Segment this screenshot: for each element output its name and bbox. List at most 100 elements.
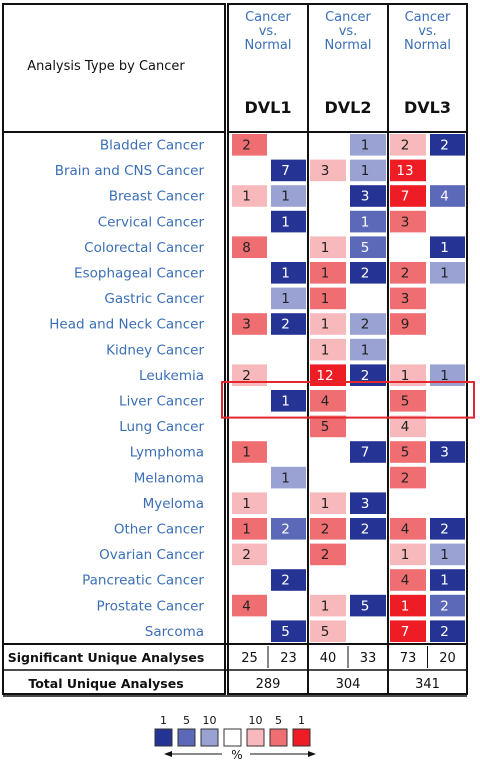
gene-label: DVL2	[325, 98, 372, 117]
cell-value-label: 1	[440, 368, 449, 384]
gene-label: DVL1	[245, 98, 292, 117]
heatmap-cell	[310, 390, 346, 412]
cell-value-label: 1	[242, 189, 251, 205]
heatmap-cell	[430, 287, 465, 310]
heatmap-cell	[310, 338, 346, 361]
heatmap-cell	[310, 543, 346, 566]
row-label: Pancreatic Cancer	[82, 573, 204, 589]
heatmap-cell	[390, 159, 426, 182]
heatmap-cell	[232, 364, 267, 386]
row-label: Other Cancer	[114, 522, 205, 538]
cell-value-label: 1	[242, 445, 251, 461]
comparison-label: Normal	[324, 38, 371, 53]
row-label: Ovarian Cancer	[99, 547, 204, 563]
heatmap-cell	[310, 620, 346, 642]
heatmap-cell	[430, 364, 465, 386]
heatmap-cell	[232, 543, 267, 566]
row-label: Liver Cancer	[119, 394, 204, 410]
heatmap-cell	[271, 134, 306, 156]
cell-value-label: 2	[440, 138, 449, 154]
legend-arrowhead-right	[308, 751, 316, 757]
cell-value-label: 2	[440, 522, 449, 538]
heatmap-cell	[310, 415, 346, 438]
cell-value-label: 4	[440, 189, 449, 205]
heatmap-cell	[232, 134, 267, 156]
heatmap-cell	[232, 492, 267, 514]
cell-value-label: 1	[242, 496, 251, 512]
heatmap-cell	[271, 159, 306, 182]
cell-value-label: 1	[401, 547, 410, 563]
legend-swatch	[246, 728, 265, 747]
cell-value-label: 7	[401, 189, 410, 205]
cell-value-label: 2	[361, 522, 370, 538]
heatmap-cell	[271, 594, 306, 617]
heatmap-cell	[390, 313, 426, 335]
heatmap-cell	[232, 390, 267, 412]
heatmap-cell	[390, 594, 426, 617]
heatmap-cell	[430, 390, 465, 412]
row-label: Cervical Cancer	[98, 214, 205, 230]
cell-value-label: 1	[440, 240, 449, 256]
cell-value-label: 2	[281, 573, 290, 589]
legend-tick-label: 10	[249, 714, 263, 727]
heatmap-cell	[232, 262, 267, 284]
comparison-label: Cancer	[325, 10, 371, 25]
heatmap-cell	[390, 364, 426, 386]
heatmap-cell	[310, 185, 346, 207]
cell-value-label: 1	[401, 368, 410, 384]
heatmap-cell	[390, 185, 426, 207]
cell-value-label: 12	[316, 368, 333, 384]
cell-value-label: 2	[321, 522, 330, 538]
heatmap-cell	[390, 620, 426, 642]
summary-label: Significant Unique Analyses	[8, 650, 205, 665]
heatmap-cell	[430, 466, 465, 489]
heatmap-cell	[271, 364, 306, 386]
cell-value-label: 1	[281, 470, 290, 486]
row-label: Brain and CNS Cancer	[55, 163, 205, 179]
heatmap-cell	[350, 518, 386, 540]
cell-value-label: 1	[321, 291, 330, 307]
cell-value-label: 9	[401, 317, 410, 333]
heatmap-cell	[430, 262, 465, 284]
cell-value-label: 1	[361, 163, 370, 179]
row-label: Esophageal Cancer	[74, 266, 204, 282]
heatmap-cell	[350, 134, 386, 156]
heatmap-cell	[271, 441, 306, 463]
cell-value-label: 1	[440, 266, 449, 282]
comparison-label: Cancer	[405, 10, 451, 25]
heatmap-cell	[390, 441, 426, 463]
summary-value: 341	[415, 677, 440, 692]
heatmap-cell	[350, 492, 386, 514]
heatmap-cell	[390, 236, 426, 258]
heatmap-cell	[310, 518, 346, 540]
heatmap-cell	[232, 594, 267, 617]
heatmap-cell	[310, 364, 346, 386]
heatmap-cell	[271, 287, 306, 310]
cell-value-label: 7	[281, 163, 290, 179]
legend-swatch	[292, 728, 311, 747]
heatmap-cell	[430, 492, 465, 514]
heatmap-cell	[350, 415, 386, 438]
heatmap-cell	[350, 236, 386, 258]
cell-value-label: 1	[440, 547, 449, 563]
cell-value-label: 1	[321, 342, 330, 358]
heatmap-cell	[430, 518, 465, 540]
heatmap-cell	[310, 492, 346, 514]
cell-value-label: 2	[361, 266, 370, 282]
heatmap-cell	[271, 262, 306, 284]
cell-value-label: 5	[281, 624, 290, 640]
heatmap-cell	[232, 185, 267, 207]
heatmap-cell	[430, 134, 465, 156]
heatmap-cell	[390, 262, 426, 284]
heatmap-cell	[430, 620, 465, 642]
heatmap-cell	[430, 185, 465, 207]
heatmap-cell	[232, 210, 267, 233]
cell-value-label: 13	[396, 163, 413, 179]
heatmap-cell	[430, 236, 465, 258]
summary-value: 20	[439, 651, 456, 666]
heatmap-cell	[350, 543, 386, 566]
heatmap-cell	[271, 185, 306, 207]
cell-value-label: 2	[281, 317, 290, 333]
cell-value-label: 2	[361, 317, 370, 333]
